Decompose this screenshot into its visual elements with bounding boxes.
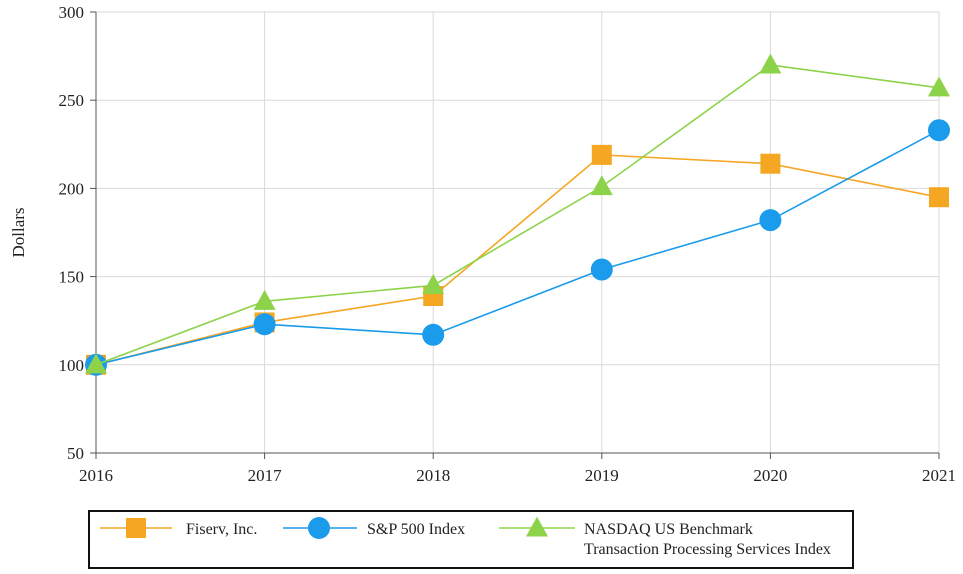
y-tick-label: 150: [59, 268, 85, 287]
data-point-triangle: [590, 175, 613, 196]
legend-marker-square: [126, 518, 146, 538]
data-point-circle: [422, 323, 445, 346]
series-line: [95, 64, 940, 366]
legend-marker-circle: [308, 517, 330, 539]
legend-entry: NASDAQ US Benchmark Transaction Processin…: [499, 516, 831, 558]
legend-label: Transaction Processing Services Index: [584, 541, 831, 558]
data-point-circle: [759, 209, 782, 232]
series-0: [86, 144, 949, 375]
data-point-triangle: [422, 274, 445, 294]
x-tick-label: 2018: [416, 466, 450, 485]
axes: 50 100 150 200 250 300 2016 2017 2018 2019 2020 202…: [9, 3, 956, 485]
x-tick-label: 2021: [922, 466, 956, 485]
y-tick-label: 100: [59, 356, 85, 375]
series-line: [95, 154, 940, 366]
legend-entry: Fiserv, Inc.: [100, 518, 257, 538]
x-tick-label: 2019: [585, 466, 619, 485]
data-point-square: [929, 187, 949, 208]
legend-box: [88, 510, 854, 569]
data-point-square: [760, 153, 781, 174]
data-point-circle: [928, 119, 950, 142]
series-line: [95, 129, 940, 366]
series-1: [85, 119, 950, 376]
legend-label: S&P 500 Index: [367, 521, 465, 538]
legend-entry: S&P 500 Index: [283, 517, 465, 539]
y-tick-label: 200: [59, 179, 85, 198]
data-point-triangle: [253, 289, 276, 310]
series-layer: [85, 53, 950, 376]
series-2: [85, 53, 950, 374]
legend: Fiserv, Inc. S&P 500 Index NASDAQ US Bench…: [88, 510, 854, 569]
y-tick-label: 50: [67, 444, 84, 463]
data-point-triangle: [928, 76, 950, 97]
y-axis-label: Dollars: [9, 207, 28, 257]
x-tick-label: 2020: [753, 466, 787, 485]
y-tick-label: 300: [59, 3, 85, 22]
data-point-triangle: [759, 53, 782, 74]
data-point-square: [591, 144, 612, 165]
data-point-triangle: [85, 353, 107, 374]
legend-label: Fiserv, Inc.: [186, 521, 257, 538]
x-tick-label: 2017: [248, 466, 283, 485]
y-tick-label: 250: [59, 91, 85, 110]
grid: [95, 11, 940, 454]
data-point-circle: [590, 258, 613, 281]
legend-marker-triangle: [526, 516, 548, 537]
legend-label: NASDAQ US Benchmark: [584, 521, 753, 538]
x-tick-label: 2016: [79, 466, 113, 485]
data-point-circle: [253, 313, 276, 336]
